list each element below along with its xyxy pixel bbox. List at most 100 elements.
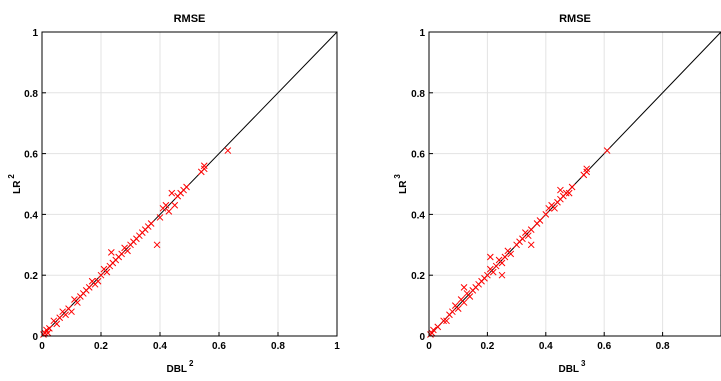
data-point-marker bbox=[85, 284, 93, 291]
data-point-marker bbox=[466, 293, 474, 300]
data-point-marker bbox=[498, 271, 506, 279]
scatter-panel-lr3-vs-dbl3: 0 0.2 0.4 0.6 0.8 00.20.40.60.81 RMSE DBL3 L… bbox=[393, 13, 721, 375]
data-point-marker bbox=[168, 189, 176, 197]
plot-frame bbox=[428, 31, 721, 337]
data-point-marker bbox=[183, 183, 190, 191]
y-tick-label: 0 bbox=[419, 332, 425, 343]
data-point-marker bbox=[224, 147, 232, 154]
data-point-marker bbox=[527, 226, 535, 233]
data-point-marker bbox=[527, 241, 535, 249]
data-point-marker bbox=[583, 165, 591, 173]
x-axis-label-sup: 3 bbox=[581, 359, 586, 368]
data-point-marker bbox=[557, 186, 564, 194]
data-point-marker bbox=[118, 250, 126, 258]
x-tick-label: 0.8 bbox=[656, 341, 670, 352]
data-point-marker bbox=[165, 208, 173, 215]
data-point-marker bbox=[171, 201, 179, 209]
x-tick-label: 0.8 bbox=[271, 341, 285, 352]
y-tick-label: 1 bbox=[419, 28, 425, 39]
y-tick-labels: 0 0.2 0.4 0.6 0.8 1 bbox=[24, 28, 46, 343]
x-axis-label-sup: 2 bbox=[189, 359, 194, 368]
data-point-marker bbox=[440, 317, 447, 325]
data-point-marker bbox=[200, 162, 208, 170]
x-tick-labels: 0 0.2 0.4 0.6 0.8 bbox=[426, 332, 670, 352]
y-tick-label: 0 bbox=[32, 332, 38, 343]
data-point-marker bbox=[562, 189, 570, 197]
plot-frame bbox=[41, 31, 338, 337]
y-tick-label: 0.4 bbox=[24, 210, 38, 221]
x-tick-label: 0.2 bbox=[480, 341, 494, 352]
data-point-marker bbox=[103, 268, 111, 276]
data-point-marker bbox=[501, 253, 509, 261]
data-point-marker bbox=[156, 214, 164, 221]
y-tick-label: 1 bbox=[32, 28, 38, 39]
data-point-marker bbox=[200, 165, 208, 173]
chart-title: RMSE bbox=[559, 13, 591, 25]
y-tick-label: 0.2 bbox=[24, 271, 38, 282]
data-point-marker bbox=[524, 232, 532, 240]
data-point-marker bbox=[583, 168, 591, 176]
data-point-marker bbox=[162, 201, 170, 209]
data-point-marker bbox=[147, 220, 155, 227]
y-axis-label-sup: 3 bbox=[393, 174, 402, 179]
data-point-marker bbox=[489, 268, 497, 276]
y-tick-label: 0.8 bbox=[24, 89, 38, 100]
data-point-marker bbox=[519, 235, 526, 243]
y-tick-label: 0.6 bbox=[411, 150, 425, 161]
x-tick-label: 0.4 bbox=[539, 341, 553, 352]
data-point-marker bbox=[460, 299, 468, 306]
x-axis-label-base: DBL bbox=[558, 364, 579, 375]
x-tick-label: 0.6 bbox=[212, 341, 226, 352]
data-markers bbox=[427, 147, 611, 338]
data-point-marker bbox=[536, 217, 544, 224]
data-point-marker bbox=[434, 323, 442, 331]
data-point-marker bbox=[551, 204, 558, 212]
data-point-marker bbox=[62, 311, 69, 319]
y-tick-label: 0.2 bbox=[411, 271, 425, 282]
y-axis-label-sup: 2 bbox=[7, 174, 16, 179]
x-tick-label: 1 bbox=[334, 341, 340, 352]
data-point-marker bbox=[97, 271, 105, 279]
data-point-marker bbox=[542, 211, 550, 218]
data-point-marker bbox=[603, 147, 611, 154]
data-point-marker bbox=[56, 314, 64, 322]
data-point-marker bbox=[46, 325, 53, 332]
data-point-marker bbox=[484, 271, 491, 279]
x-axis-label: DBL2 bbox=[166, 359, 194, 375]
y-axis-label-base: LR bbox=[398, 180, 409, 194]
x-axis-label-base: DBL bbox=[166, 364, 187, 375]
data-point-marker bbox=[507, 250, 515, 258]
data-point-marker bbox=[124, 247, 131, 255]
y-tick-label: 0.6 bbox=[24, 150, 38, 161]
data-point-marker bbox=[74, 299, 81, 306]
y-tick-labels: 0 0.2 0.4 0.6 0.8 1 bbox=[411, 28, 433, 343]
data-point-marker bbox=[153, 241, 161, 249]
y-axis-label: LR3 bbox=[393, 174, 409, 194]
x-tick-label: 0.6 bbox=[597, 341, 611, 352]
data-point-marker bbox=[454, 305, 462, 312]
x-tick-label: 0.4 bbox=[153, 341, 167, 352]
data-point-marker bbox=[460, 284, 468, 291]
data-point-marker bbox=[449, 308, 456, 316]
x-axis-label: DBL3 bbox=[558, 359, 586, 375]
y-axis-label-base: LR bbox=[12, 180, 23, 194]
data-point-marker bbox=[565, 189, 573, 197]
data-point-marker bbox=[94, 277, 102, 285]
x-tick-label: 0.2 bbox=[94, 341, 108, 352]
y-tick-label: 0.4 bbox=[411, 210, 425, 221]
data-point-marker bbox=[443, 317, 450, 325]
data-point-marker bbox=[430, 326, 437, 334]
data-point-marker bbox=[107, 249, 115, 256]
y-axis-label: LR2 bbox=[7, 174, 23, 194]
chart-title: RMSE bbox=[174, 13, 206, 25]
x-tick-label: 0 bbox=[426, 341, 432, 352]
x-tick-labels: 0 0.2 0.4 0.6 0.8 1 bbox=[39, 332, 340, 352]
data-point-marker bbox=[44, 329, 52, 337]
data-point-marker bbox=[68, 308, 75, 316]
x-tick-label: 0 bbox=[39, 341, 45, 352]
gridlines bbox=[42, 32, 337, 336]
data-point-marker bbox=[568, 183, 576, 191]
data-point-marker bbox=[486, 253, 494, 261]
scatter-panel-lr2-vs-dbl2: 0 0.2 0.4 0.6 0.8 1 00.20.40.60.81 RMSE DBL2 … bbox=[7, 13, 340, 375]
